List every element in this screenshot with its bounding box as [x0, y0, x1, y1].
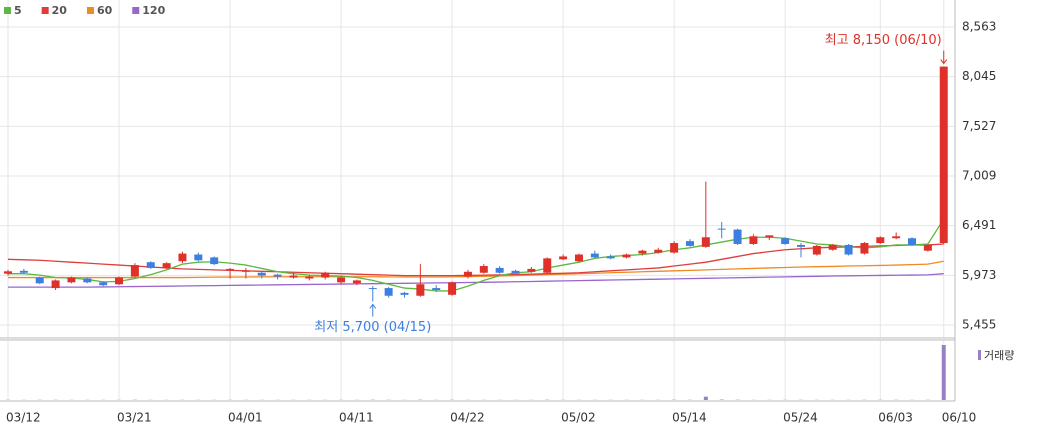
candle-body — [19, 270, 28, 273]
legend-swatch — [4, 7, 11, 14]
candle-body — [178, 253, 187, 262]
x-tick-label: 05/14 — [672, 411, 707, 425]
low-annotation: 최저 5,700 (04/15) — [314, 320, 431, 335]
candle-body — [337, 277, 346, 283]
candle-body — [828, 244, 837, 250]
x-tick-label: 06/03 — [878, 411, 913, 425]
y-tick-label: 8,045 — [962, 69, 996, 83]
candle-body — [289, 275, 298, 278]
candle-body — [241, 270, 250, 272]
y-tick-label: 7,009 — [962, 169, 996, 183]
candle-body — [860, 243, 869, 254]
x-tick-label: 03/21 — [117, 411, 152, 425]
y-tick-label: 5,973 — [962, 268, 996, 282]
x-tick-label: 05/24 — [783, 411, 818, 425]
high-arrow — [940, 50, 948, 65]
candle-body — [305, 276, 314, 279]
candle-body — [479, 266, 488, 273]
y-tick-label: 6,491 — [962, 218, 996, 232]
candle-body — [559, 256, 568, 260]
candle-body — [923, 244, 932, 251]
candle-body — [654, 249, 663, 253]
ma-line — [8, 260, 944, 279]
candle-body — [432, 288, 441, 291]
candle-body — [685, 241, 694, 246]
candle-body — [590, 253, 599, 258]
candle-body — [162, 263, 171, 268]
legend-label: 5 — [14, 4, 22, 17]
candle-body — [527, 268, 536, 272]
legend-label: 20 — [52, 4, 68, 17]
candle-body — [717, 228, 726, 230]
candle-body — [384, 288, 393, 296]
candle-body — [765, 235, 774, 238]
candle-body — [511, 270, 520, 274]
candle-body — [35, 277, 44, 284]
candle-body — [463, 271, 472, 277]
ma-line — [8, 273, 944, 288]
y-tick-label: 5,455 — [962, 318, 996, 332]
candle-body — [781, 238, 790, 244]
low-arrow — [369, 303, 377, 317]
candle-body — [543, 258, 552, 273]
candle-body — [701, 237, 710, 247]
legend-label: 120 — [142, 4, 165, 17]
candle-body — [226, 268, 235, 270]
candle-body — [638, 250, 647, 254]
volume-legend-swatch — [978, 350, 981, 360]
candle-body — [749, 236, 758, 244]
legend-swatch — [41, 7, 49, 14]
candle-body — [146, 262, 155, 268]
candle-body — [574, 254, 583, 262]
candle-body — [606, 256, 615, 259]
y-tick-label: 8,563 — [962, 20, 996, 34]
candle-body — [368, 288, 377, 290]
legend-swatch — [86, 7, 94, 14]
candle-body — [448, 282, 457, 295]
candle-body — [892, 236, 901, 239]
candle-body — [194, 254, 203, 261]
x-tick-label: 04/11 — [339, 411, 374, 425]
candle-body — [51, 280, 60, 289]
candle-body — [210, 257, 219, 265]
candle-body — [115, 277, 124, 285]
y-tick-label: 7,527 — [962, 119, 996, 133]
candle-body — [797, 244, 805, 247]
candle-body — [99, 282, 108, 286]
candle-body — [495, 267, 504, 273]
x-tick-label: 04/01 — [228, 411, 263, 425]
candle-body — [130, 265, 139, 277]
candle-body — [416, 284, 425, 296]
candle-body — [83, 278, 92, 283]
x-tick-label: 03/12 — [6, 411, 41, 425]
x-tick-label: 04/22 — [450, 411, 485, 425]
candle-body — [257, 272, 266, 276]
volume-legend-label: 거래량 — [984, 349, 1014, 362]
candle-body — [400, 292, 409, 295]
candle-body — [67, 277, 76, 283]
candle-body — [908, 238, 917, 245]
candle-body — [939, 66, 948, 244]
candle-body — [4, 271, 12, 274]
candle-body — [273, 274, 282, 277]
candle-body — [876, 237, 885, 244]
candle-body — [622, 254, 631, 258]
candle-body — [321, 272, 330, 278]
x-tick-label: 05/02 — [561, 411, 596, 425]
volume-bar — [941, 345, 946, 400]
legend-swatch — [132, 7, 140, 14]
candle-body — [733, 229, 742, 244]
x-tick-label: 06/10 — [942, 411, 977, 425]
volume-bar — [703, 396, 708, 400]
candle-body — [812, 245, 821, 255]
candle-body — [670, 243, 679, 253]
candle-body — [844, 244, 853, 255]
high-annotation: 최고 8,150 (06/10) — [825, 33, 942, 48]
candle-body — [352, 280, 361, 284]
legend-label: 60 — [97, 4, 113, 17]
